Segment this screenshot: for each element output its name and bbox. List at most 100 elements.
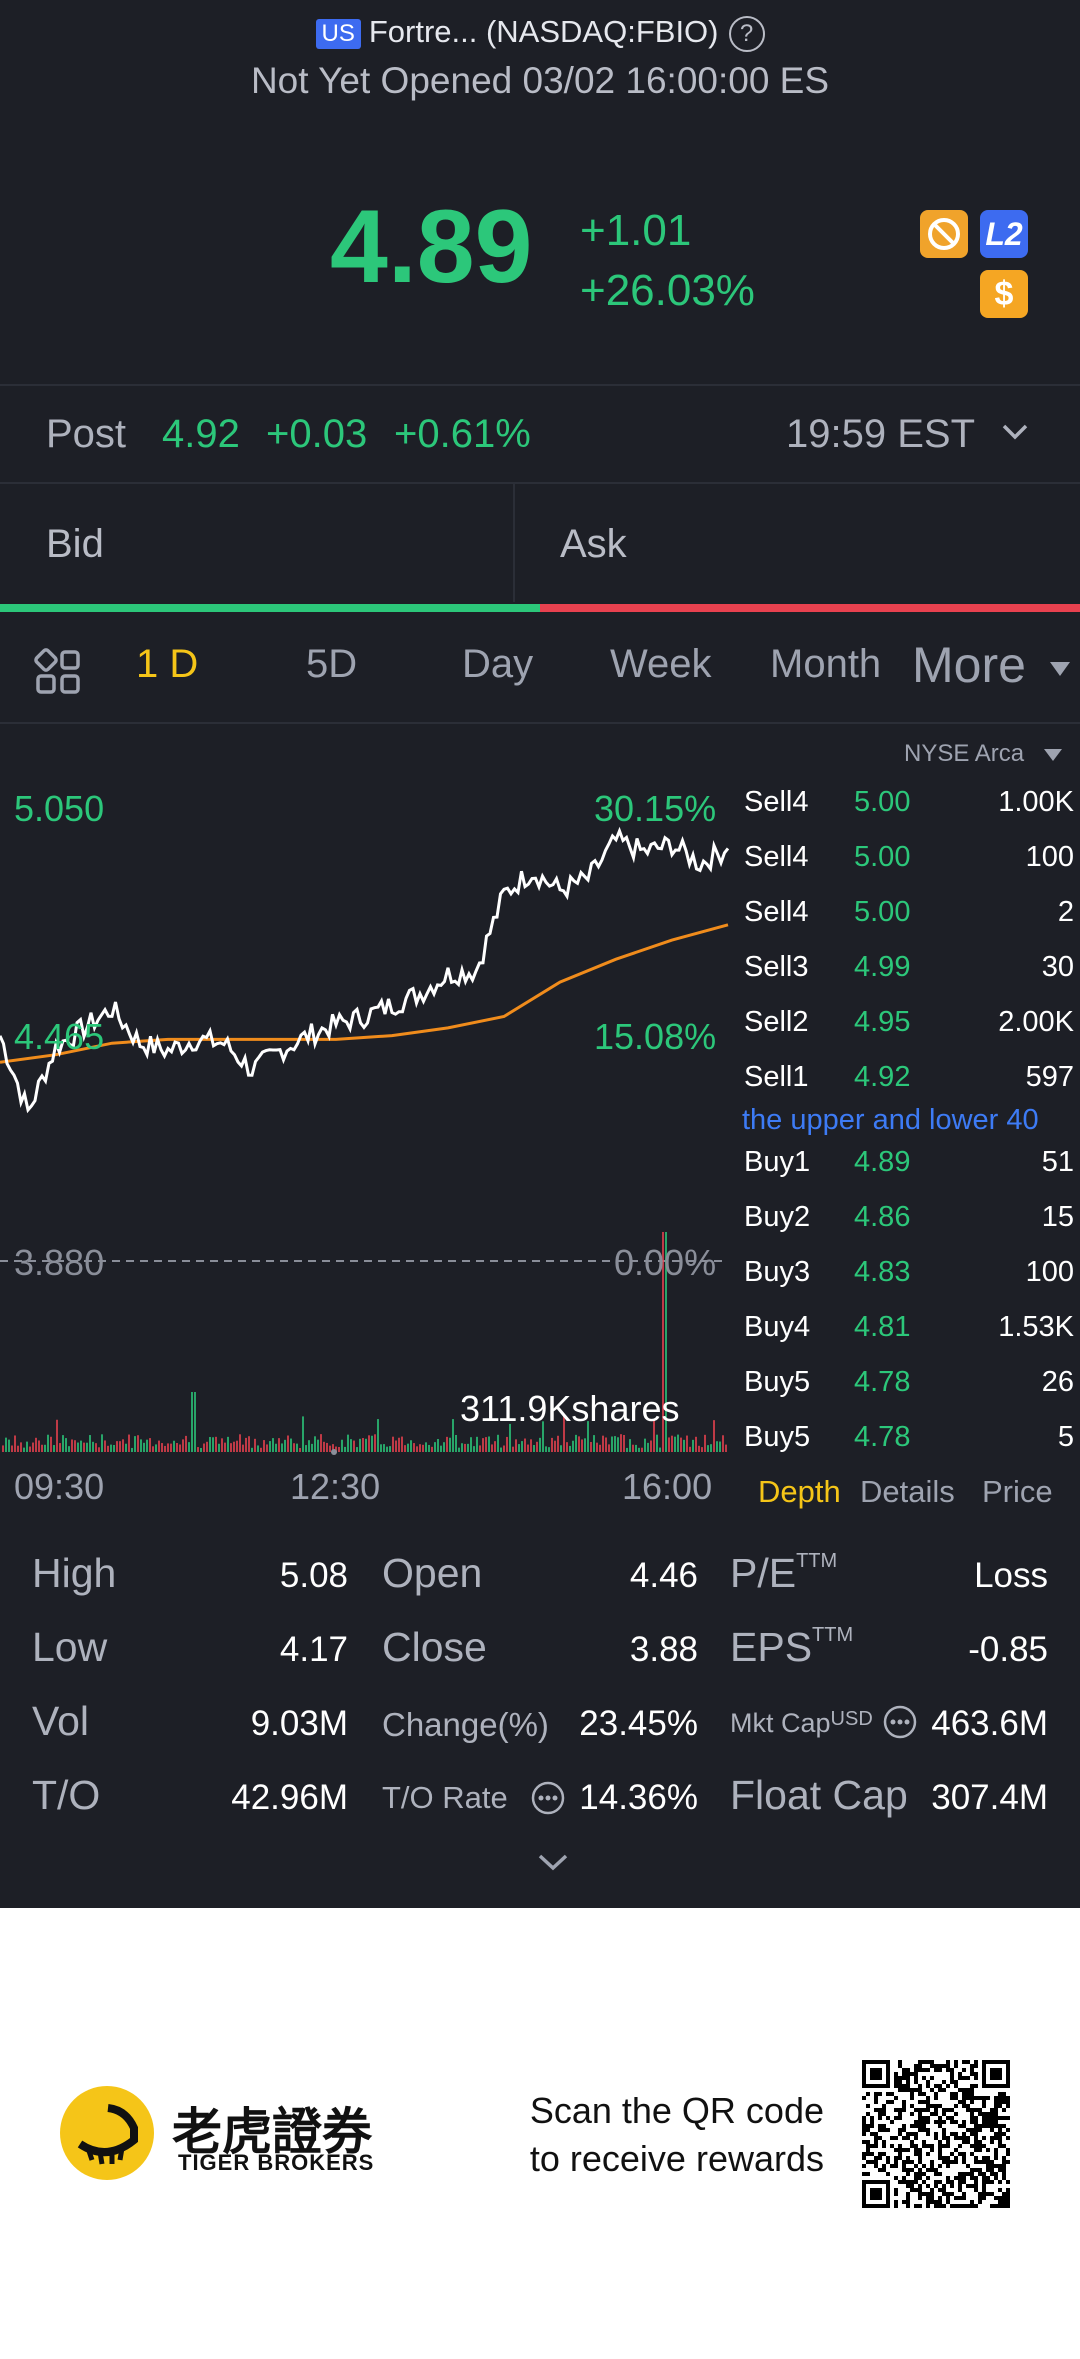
buy-price: 4.78 <box>854 1421 911 1453</box>
buy-row[interactable]: Buy2 4.86 15 <box>744 1201 1076 1251</box>
pct-label-high: 30.15% <box>594 788 717 829</box>
volume-bar <box>545 1446 547 1452</box>
sell-level-label: Sell4 <box>744 896 809 928</box>
volume-bar <box>104 1440 106 1452</box>
buy-price: 4.83 <box>854 1256 911 1288</box>
buy-row[interactable]: Buy5 4.78 26 <box>744 1366 1076 1416</box>
volume-bar <box>416 1446 418 1452</box>
buy-row[interactable]: Buy1 4.89 51 <box>744 1146 1076 1196</box>
sell-size: 2.00K <box>998 1006 1074 1038</box>
tab-more[interactable]: More <box>912 637 1026 693</box>
sell-row[interactable]: Sell4 5.00 100 <box>744 841 1076 891</box>
volume-bar <box>470 1437 472 1452</box>
level2-icon[interactable]: L2 <box>980 210 1028 258</box>
qr-caption-line1: Scan the QR code <box>529 2090 824 2131</box>
volume-bar <box>50 1436 52 1452</box>
buy-size: 51 <box>1041 1146 1074 1178</box>
volume-bar <box>473 1446 475 1452</box>
tab-week[interactable]: Week <box>610 642 712 686</box>
volume-bar <box>674 1436 676 1452</box>
buy-row[interactable]: Buy5 4.78 5 <box>744 1421 1076 1471</box>
volume-bar <box>575 1434 577 1452</box>
caret-down-icon[interactable] <box>1050 662 1070 681</box>
sell-level-label: Sell4 <box>744 841 809 873</box>
volume-bar <box>449 1437 451 1452</box>
volume-bar <box>407 1443 409 1452</box>
volume-bar <box>680 1437 682 1452</box>
sell-row[interactable]: Sell3 4.99 30 <box>744 951 1076 1001</box>
volume-bar <box>290 1438 292 1452</box>
volume-bar <box>428 1444 430 1452</box>
chevron-down-icon[interactable] <box>1000 416 1030 451</box>
post-time[interactable]: 19:59 EST <box>786 412 976 456</box>
no-short-icon[interactable] <box>920 210 968 258</box>
market-status: Not Yet Opened 03/02 16:00:00 ES <box>250 60 830 101</box>
volume-bar <box>377 1419 379 1452</box>
volume-bar <box>146 1439 148 1452</box>
bid-volume-bar <box>0 604 540 612</box>
tab-month[interactable]: Month <box>770 642 882 686</box>
volume-bar <box>35 1437 37 1452</box>
volume-bar <box>89 1435 91 1452</box>
volume-bar <box>482 1438 484 1452</box>
exchange-label[interactable]: NYSE Arca <box>904 740 1025 767</box>
volume-bars <box>2 1232 727 1452</box>
volume-bar <box>200 1447 202 1452</box>
sell-size: 2 <box>1057 896 1074 928</box>
tab-day[interactable]: Day <box>462 642 534 686</box>
dollar-icon[interactable]: $ <box>980 270 1028 318</box>
volume-bar <box>323 1441 325 1452</box>
buy-size: 1.53K <box>998 1311 1074 1343</box>
volume-bar <box>389 1446 391 1452</box>
caret-down-icon[interactable] <box>1044 748 1062 766</box>
sell-row[interactable]: Sell4 5.00 1.00K <box>744 786 1076 836</box>
volume-bar <box>677 1434 679 1452</box>
tab-5d[interactable]: 5D <box>306 642 358 686</box>
more-circle-icon[interactable] <box>530 1780 566 1821</box>
y-label-base: 3.880 <box>14 1242 105 1283</box>
sell-row[interactable]: Sell4 5.00 2 <box>744 896 1076 946</box>
volume-bar <box>584 1438 586 1452</box>
volume-bar <box>632 1444 634 1452</box>
volume-bar <box>347 1434 349 1452</box>
volume-bar <box>215 1436 217 1452</box>
volume-bar <box>422 1444 424 1452</box>
volume-bar <box>314 1436 316 1452</box>
buy-price: 4.86 <box>854 1201 911 1233</box>
volume-bar <box>125 1443 127 1452</box>
sell-row[interactable]: Sell1 4.92 597 <box>744 1061 1076 1111</box>
qr-code[interactable] <box>862 2060 1010 2208</box>
volume-bar <box>194 1392 196 1452</box>
buy-level-label: Buy2 <box>744 1201 811 1233</box>
intraday-chart[interactable] <box>0 730 740 1470</box>
volume-bar <box>149 1438 151 1452</box>
volume-bar <box>716 1441 718 1452</box>
stat-eps-value: -0.85 <box>968 1630 1048 1669</box>
sell-row[interactable]: Sell2 4.95 2.00K <box>744 1006 1076 1056</box>
depth-tab-price[interactable]: Price <box>982 1474 1053 1509</box>
volume-bar <box>443 1442 445 1452</box>
stat-high-label: High <box>32 1550 117 1596</box>
stat-to-label: T/O <box>32 1772 101 1818</box>
grid-icon[interactable] <box>34 648 82 701</box>
buy-row[interactable]: Buy3 4.83 100 <box>744 1256 1076 1306</box>
question-circle-icon[interactable]: ? <box>728 15 765 52</box>
volume-bar <box>635 1444 637 1452</box>
buy-row[interactable]: Buy4 4.81 1.53K <box>744 1311 1076 1361</box>
volume-bar <box>98 1447 100 1452</box>
sell-price: 5.00 <box>854 896 911 928</box>
volume-bar <box>695 1436 697 1452</box>
volume-bar <box>590 1441 592 1452</box>
depth-tab-depth[interactable]: Depth <box>758 1474 841 1509</box>
volume-bar <box>275 1443 277 1452</box>
tiger-logo <box>58 2084 156 2187</box>
buy-price: 4.78 <box>854 1366 911 1398</box>
tab-1d[interactable]: 1 D <box>136 642 199 686</box>
expand-chevron-icon[interactable] <box>536 1850 570 1879</box>
depth-tab-details[interactable]: Details <box>860 1474 955 1509</box>
more-circle-icon[interactable] <box>882 1704 918 1745</box>
volume-bar <box>713 1420 715 1452</box>
volume-bar <box>653 1419 655 1452</box>
volume-bar <box>515 1439 517 1452</box>
volume-bar <box>404 1445 406 1452</box>
